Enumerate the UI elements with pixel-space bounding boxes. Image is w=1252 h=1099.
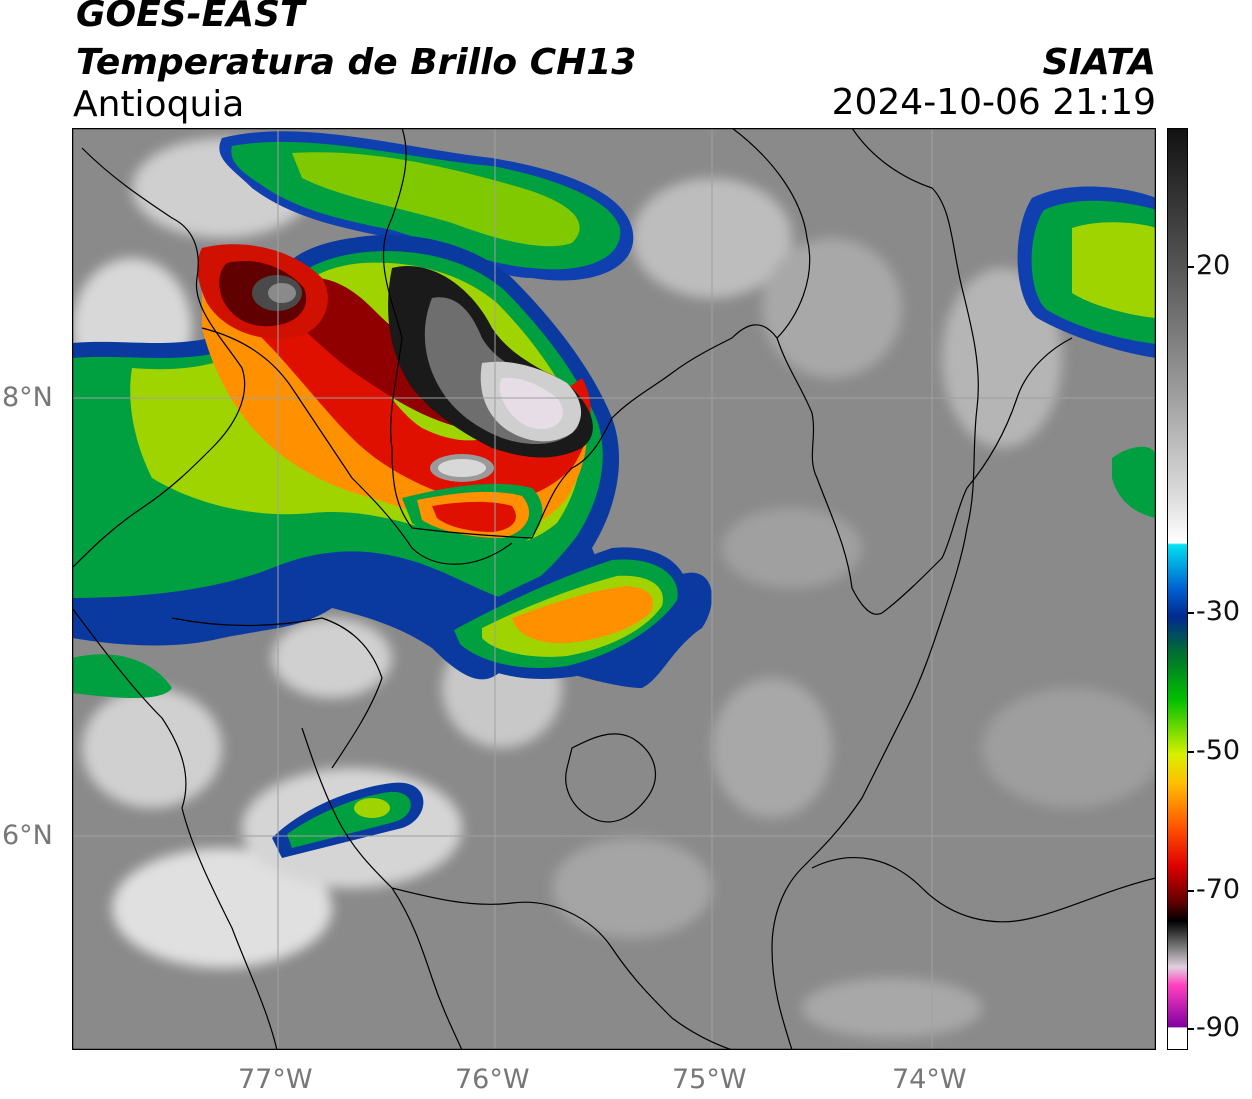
colorbar-tick-mark	[1188, 889, 1194, 892]
region-label: Antioquia	[73, 84, 245, 125]
product-title: Temperatura de Brillo CH13	[76, 42, 637, 83]
lon-label-75w: 75°W	[672, 1064, 747, 1095]
colorbar-tick-label: -70	[1196, 873, 1241, 905]
map-frame	[72, 128, 1156, 1050]
colorbar-tick-mark	[1188, 612, 1194, 615]
colorbar-tick-mark	[1188, 1028, 1194, 1031]
lon-label-74w: 74°W	[892, 1064, 967, 1095]
small-convective-cells	[72, 186, 1156, 858]
graticule	[72, 128, 1156, 1050]
satellite-map[interactable]	[72, 128, 1156, 1050]
colorbar-tick-label: -90	[1196, 1012, 1241, 1044]
temperature-colorbar	[1167, 128, 1188, 1050]
colorbar-tick-label: -30	[1196, 596, 1241, 628]
lat-label-8n: 8°N	[2, 382, 53, 413]
southern-storm-cell	[402, 483, 706, 679]
colorbar-tick-mark	[1188, 750, 1194, 753]
colorbar-tick-mark	[1188, 265, 1194, 268]
timestamp-label: 2024-10-06 21:19	[831, 82, 1156, 123]
northern-cloud-band	[219, 131, 634, 281]
satellite-title: GOES-EAST	[76, 0, 305, 35]
lon-label-77w: 77°W	[238, 1064, 313, 1095]
lon-label-76w: 76°W	[455, 1064, 530, 1095]
warm-cloud-field	[72, 138, 1156, 1038]
colorbar-tick-label: 20	[1196, 249, 1231, 281]
lat-label-6n: 6°N	[2, 820, 53, 851]
colorbar-tick-label: -50	[1196, 734, 1241, 766]
organization-label: SIATA	[1042, 42, 1156, 83]
administrative-borders	[72, 128, 1156, 1050]
